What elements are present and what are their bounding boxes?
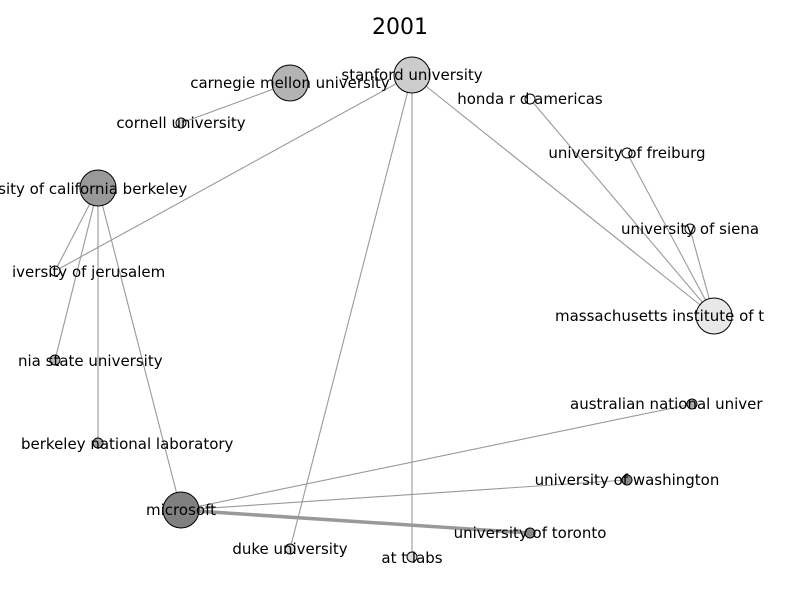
node-label-honda: honda r d americas [457,90,603,108]
node-label-duke: duke university [232,540,347,558]
node-label-washington: university of washington [535,471,720,489]
edges-layer [54,74,715,557]
node-att [406,551,418,563]
node-label-att: at t labs [381,549,442,567]
node-label-lbnl: berkeley national laboratory [21,435,234,453]
nodes-layer [49,56,733,563]
edge-berkeley-microsoft [97,187,182,511]
edge-stanford-jerusalem [54,74,413,272]
edge-stanford-mit [411,74,715,317]
edge-microsoft-toronto [180,508,531,535]
node-label-microsoft: microsoft [146,501,216,519]
node-label-stanford: stanford university [341,66,482,84]
graph-title: 2001 [372,15,428,40]
node-stanford [393,56,431,94]
node-toronto [524,527,536,539]
node-label-mit: massachusetts institute of t [555,307,764,325]
node-lbnl [92,437,104,449]
node-label-freiburg: university of freiburg [548,144,705,162]
node-nia_state [49,354,61,366]
node-label-anu: australian national univer [570,395,763,413]
node-washington [621,474,633,486]
node-label-toronto: university of toronto [454,524,607,542]
edge-freiburg-mit [626,152,715,317]
node-berkeley [79,169,117,207]
node-honda [524,93,536,105]
edge-microsoft-washington [180,479,628,511]
node-anu [686,398,698,410]
node-siena [684,223,696,235]
node-jerusalem [49,265,61,277]
node-label-nia_state: nia state university [18,352,163,370]
node-label-carnegie: carnegie mellon university [190,74,390,92]
node-label-cornell: cornell university [116,114,245,132]
edge-microsoft-anu [180,403,693,511]
node-duke [284,543,296,555]
node-label-berkeley: rsity of california berkeley [0,180,187,198]
node-microsoft [162,491,200,529]
node-label-siena: university of siena [621,220,759,238]
edge-carnegie-cornell [180,82,291,124]
edge-berkeley-nia_state [54,187,99,361]
edge-honda-mit [529,98,715,317]
node-carnegie [271,64,309,102]
node-label-jerusalem: iversity of jerusalem [12,263,165,281]
node-cornell [175,117,187,129]
edge-stanford-duke [289,74,413,550]
node-freiburg [621,147,633,159]
node-mit [695,297,733,335]
